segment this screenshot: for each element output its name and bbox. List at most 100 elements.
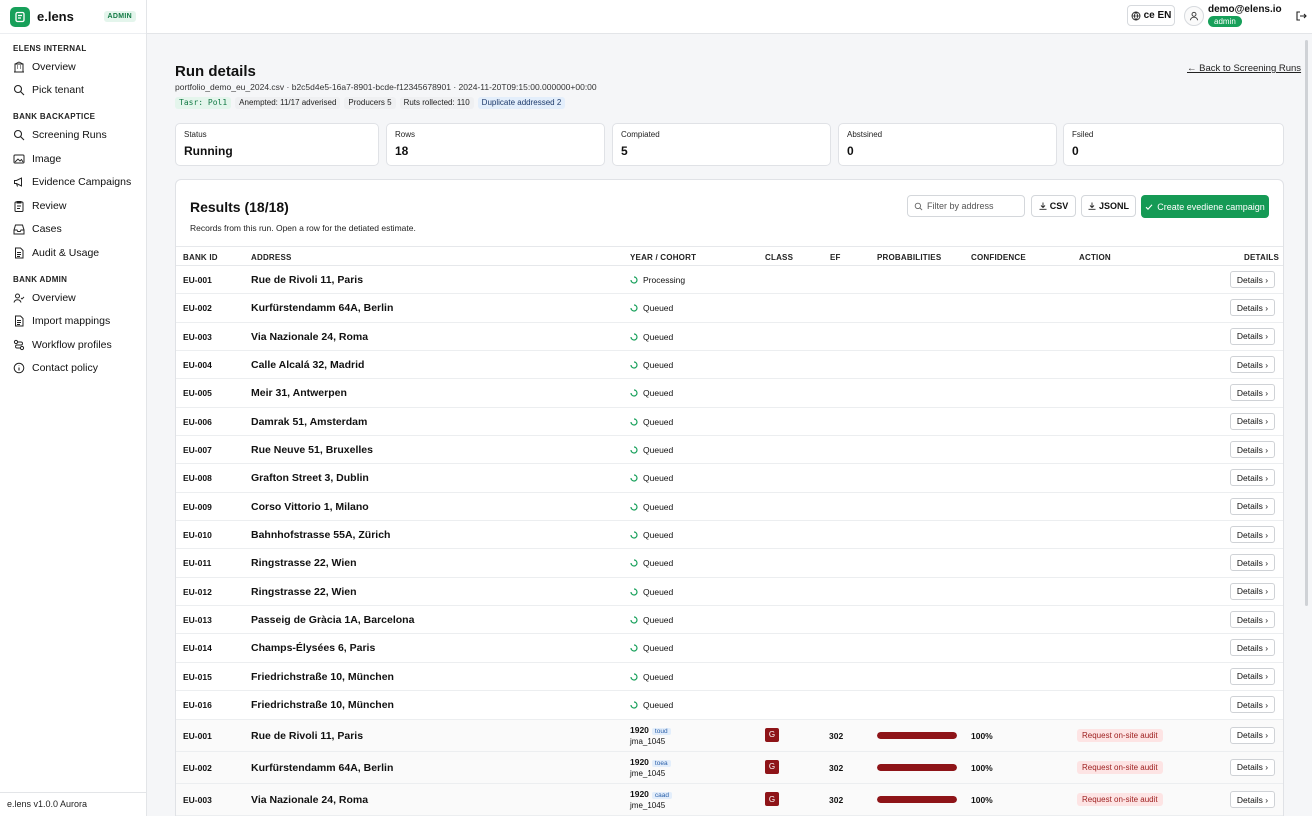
details-button[interactable]: Details › (1230, 582, 1275, 600)
status-indicator: Queued (630, 700, 673, 710)
user-email: demo@elens.io (1208, 4, 1282, 15)
sidebar-item-image[interactable]: Image (0, 147, 146, 171)
class-badge: G (765, 727, 779, 742)
table-row[interactable]: EU-016 Friedrichstraße 10, München Queued D… (176, 691, 1283, 720)
bank-id: EU-016 (183, 700, 212, 711)
avatar[interactable] (1184, 6, 1204, 26)
sidebar-item-overview[interactable]: Overview (0, 286, 146, 310)
sidebar-item-screening-runs[interactable]: Screening Runs (0, 123, 146, 147)
stat-value: Running (184, 144, 233, 158)
sidebar-item-pick-tenant[interactable]: Pick tenant (0, 79, 146, 103)
action-badge[interactable]: Request on-site audit (1077, 793, 1163, 807)
details-button[interactable]: Details › (1230, 271, 1275, 288)
spinner-icon (630, 389, 638, 397)
sidebar-item-cases[interactable]: Cases (0, 218, 146, 242)
address: Champs-Élysées 6, Paris (251, 642, 376, 655)
table-row[interactable]: EU-014 Champs-Élysées 6, Paris Queued Detai… (176, 634, 1283, 663)
details-button[interactable]: Details › (1230, 611, 1275, 629)
table-row[interactable]: EU-009 Corso Vittorio 1, Milano Queued Deta… (176, 493, 1283, 522)
action-badge[interactable]: Request on-site audit (1077, 728, 1163, 742)
results-card: Results (18/18) Records from this run. O… (175, 179, 1284, 816)
filter-address-input[interactable]: Filter by address (907, 195, 1025, 217)
export-csv-button[interactable]: CSV (1031, 195, 1076, 217)
stats-row: Status Running Rows 18 Compiated 5 Absts… (175, 123, 1284, 166)
table-row[interactable]: EU-001 Rue de Rivoli 11, Paris Processing D… (176, 266, 1283, 295)
nav-section-title: ELENS INTERNAL (13, 44, 87, 53)
table-row[interactable]: EU-007 Rue Neuve 51, Bruxelles Queued Detai… (176, 436, 1283, 465)
megaphone-icon (14, 177, 22, 187)
details-button[interactable]: Details › (1230, 497, 1275, 515)
table-row[interactable]: EU-011 Ringstrasse 22, Wien Queued Details … (176, 549, 1283, 578)
details-button[interactable]: Details › (1230, 441, 1275, 459)
sidebar-item-audit-usage[interactable]: Audit & Usage (0, 241, 146, 265)
table-row[interactable]: EU-001 Rue de Rivoli 11, Paris 1920 toud jma… (176, 719, 1283, 752)
user-icon (1189, 11, 1199, 21)
status-text: Queued (643, 615, 674, 626)
table-row[interactable]: EU-012 Ringstrasse 22, Wien Queued Details … (176, 578, 1283, 607)
sidebar-item-import-mappings[interactable]: Import mappings (0, 309, 146, 333)
details-button[interactable]: Details › (1230, 667, 1275, 685)
details-button[interactable]: Details › (1230, 469, 1275, 487)
producers-chip: Producers 5 (344, 97, 396, 109)
action-badge[interactable]: Request on-site audit (1077, 760, 1163, 774)
year-cohort: 1920 toud jma_1045 (630, 725, 671, 747)
table-row[interactable]: EU-006 Damrak 51, Amsterdam Queued Details … (176, 408, 1283, 437)
table-row[interactable]: EU-015 Friedrichstraße 10, München Queued D… (176, 663, 1283, 692)
table-row[interactable]: EU-003 Via Nazionale 24, Roma Queued Detail… (176, 323, 1283, 352)
table-row[interactable]: EU-013 Passeig de Gràcia 1A, Barcelona Que… (176, 606, 1283, 635)
table-row[interactable]: EU-010 Bahnhofstrasse 55A, Zürich Queued De… (176, 521, 1283, 550)
language-switcher[interactable]: ce EN (1127, 5, 1175, 26)
sidebar-item-workflow-profiles[interactable]: Workflow profiles (0, 333, 146, 357)
sidebar-item-contact-policy[interactable]: Contact policy (0, 357, 146, 381)
bank-id: EU-005 (183, 388, 212, 399)
users-icon (13, 293, 25, 303)
download-icon (1039, 202, 1047, 210)
details-button[interactable]: Details › (1230, 758, 1275, 776)
stat-value: 0 (847, 144, 854, 158)
details-button[interactable]: Details › (1230, 791, 1275, 809)
details-button[interactable]: Details › (1230, 299, 1275, 317)
check-icon (1145, 203, 1153, 210)
table-row[interactable]: EU-008 Grafton Street 3, Dublin Queued Deta… (176, 464, 1283, 493)
run-meta: portfolio_demo_eu_2024.csv · b2c5d4e5-16… (175, 82, 597, 92)
sidebar-item-label: Review (32, 199, 67, 212)
logo-icon[interactable] (10, 6, 30, 27)
sidebar-item-review[interactable]: Review (0, 194, 146, 218)
create-campaign-label: Create evediene campaign (1157, 201, 1265, 212)
stat-card-status: Status Running (175, 123, 379, 166)
address: Via Nazionale 24, Roma (251, 330, 369, 343)
details-button[interactable]: Details › (1230, 384, 1275, 402)
details-button[interactable]: Details › (1230, 526, 1275, 544)
export-jsonl-button[interactable]: JSONL (1081, 195, 1136, 217)
details-button[interactable]: Details › (1230, 554, 1275, 572)
search-icon (13, 129, 25, 141)
back-to-screening-runs-link[interactable]: ← Back to Screening Runs (1187, 63, 1302, 74)
bank-id: EU-001 (183, 730, 212, 741)
create-evidence-campaign-button[interactable]: Create evediene campaign (1141, 195, 1269, 218)
stat-card-rows: Rows 18 (386, 123, 605, 166)
sidebar-item-overview[interactable]: Overview (0, 55, 146, 79)
ef-value: 302 (829, 762, 844, 773)
results-title: Results (18/18) (190, 199, 289, 215)
inbox-icon (13, 224, 25, 235)
sidebar-item-label: Cases (32, 223, 62, 236)
details-button[interactable]: Details › (1230, 327, 1275, 345)
details-button[interactable]: Details › (1230, 639, 1275, 657)
year: 1920 (630, 756, 649, 767)
sidebar-item-evidence-campaigns[interactable]: Evidence Campaigns (0, 170, 146, 194)
details-button[interactable]: Details › (1230, 412, 1275, 430)
table-row[interactable]: EU-004 Calle Alcalá 32, Madrid Queued Detai… (176, 351, 1283, 380)
table-row[interactable]: EU-002 Kurfürstendamm 64A, Berlin 1920 toea… (176, 751, 1283, 785)
table-row[interactable]: EU-003 Via Nazionale 24, Roma 1920 caad jme_… (176, 784, 1283, 816)
logout-icon[interactable] (1295, 10, 1307, 22)
table-row[interactable]: EU-005 Meir 31, Antwerpen Queued Details › (176, 379, 1283, 408)
user-role-badge: admin (1208, 16, 1242, 27)
details-button[interactable]: Details › (1230, 726, 1275, 744)
details-button[interactable]: Details › (1230, 356, 1275, 374)
topbar: ce EN demo@elens.io admin (147, 0, 1312, 34)
duplicates-chip: Duplicate addressed 2 (477, 97, 566, 109)
table-row[interactable]: EU-002 Kurfürstendamm 64A, Berlin Queued De… (176, 294, 1283, 323)
details-button[interactable]: Details › (1230, 696, 1275, 714)
page-scrollbar[interactable] (1305, 40, 1308, 606)
status-text: Queued (643, 586, 674, 597)
